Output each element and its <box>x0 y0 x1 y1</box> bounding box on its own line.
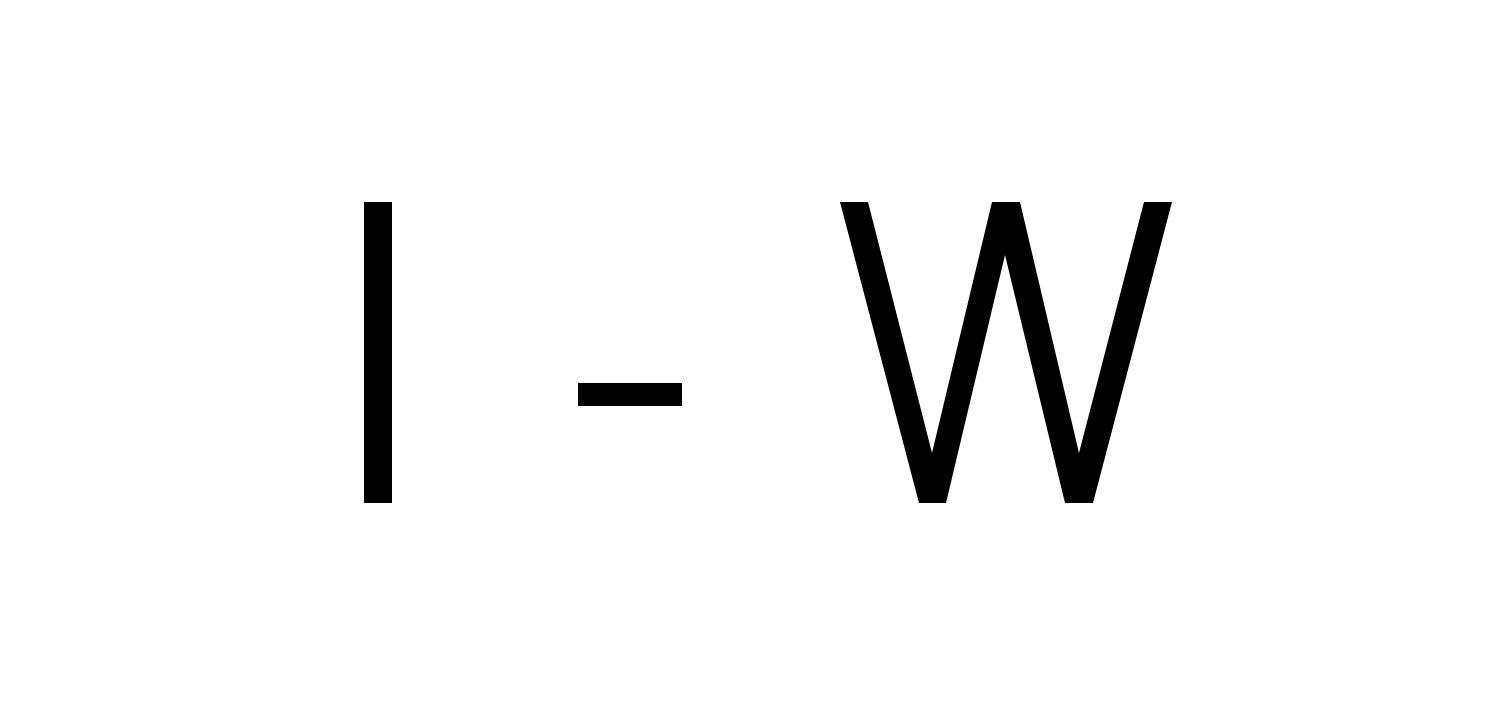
dash-bar <box>578 383 682 406</box>
letter-w: W <box>840 202 1172 503</box>
letter-i: I <box>364 202 392 503</box>
separator-dash: - <box>578 383 682 406</box>
letter-w-shape <box>840 202 1172 503</box>
letter-i-stem <box>364 202 392 503</box>
